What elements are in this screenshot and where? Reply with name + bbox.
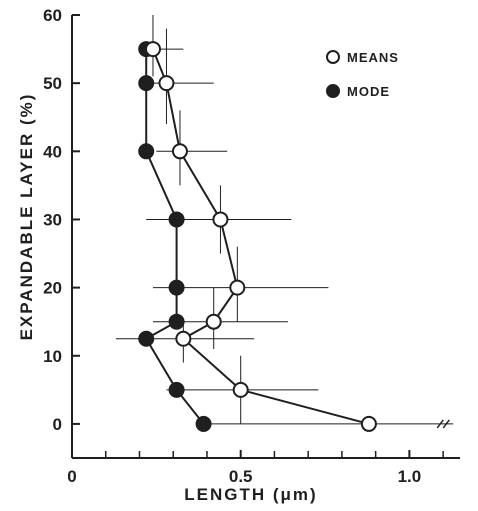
y-tick-label: 40 — [43, 142, 62, 161]
means-point — [171, 143, 188, 160]
axis-break-mark — [436, 419, 450, 429]
x-axis-ticks: 0 0.5 1.0 — [67, 450, 444, 486]
y-tick-label: 30 — [43, 210, 62, 229]
break-slash — [442, 419, 450, 429]
means-point — [212, 211, 229, 228]
means-point — [175, 330, 192, 347]
data-markers — [138, 41, 377, 432]
y-tick-label: 10 — [43, 347, 62, 366]
means-point — [232, 381, 249, 398]
mode-point — [138, 75, 155, 92]
x-tick-label: 0 — [67, 467, 76, 486]
mode-point — [138, 330, 155, 347]
legend-means-label: MEANS — [347, 50, 399, 65]
mode-point — [168, 313, 185, 330]
mode-point — [138, 143, 155, 160]
y-tick-label: 0 — [53, 415, 62, 434]
x-tick-label: 0.5 — [229, 467, 253, 486]
legend-means-marker — [326, 50, 340, 64]
means-point — [158, 75, 175, 92]
legend: MEANS MODE — [326, 50, 399, 99]
means-point — [229, 279, 246, 296]
mode-point — [195, 415, 212, 432]
means-point — [205, 313, 222, 330]
y-tick-label: 20 — [43, 279, 62, 298]
mode-point — [168, 211, 185, 228]
break-slash — [436, 419, 444, 429]
y-axis-ticks: 0 10 20 30 40 50 60 — [43, 6, 80, 434]
y-axis-title: EXPANDABLE LAYER (%) — [17, 93, 36, 341]
mode-point — [168, 381, 185, 398]
means-point — [144, 41, 161, 58]
legend-mode-marker — [326, 84, 340, 98]
y-tick-label: 50 — [43, 74, 62, 93]
mode-series-line — [144, 49, 205, 425]
x-tick-label: 1.0 — [398, 467, 422, 486]
means-point — [360, 415, 377, 432]
means-series-line — [152, 48, 370, 425]
y-tick-label: 60 — [43, 6, 62, 25]
axes: 0 10 20 30 40 50 60 0 0.5 1.0 — [43, 6, 460, 486]
mode-point — [168, 279, 185, 296]
legend-mode-label: MODE — [347, 84, 390, 99]
x-axis-title: LENGTH (μm) — [184, 485, 317, 504]
series-lines — [144, 48, 370, 425]
